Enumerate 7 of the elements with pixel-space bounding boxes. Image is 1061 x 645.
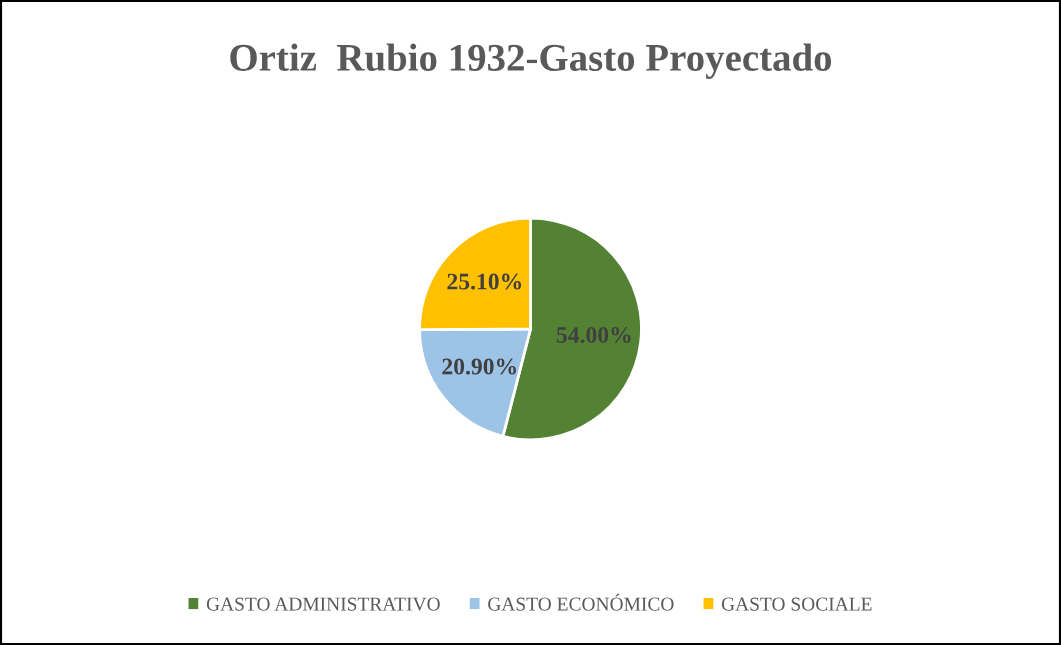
data-label: 54.00% [556, 326, 631, 344]
chart-title: Ortiz Rubio 1932-Gasto Proyectado [230, 43, 832, 79]
legend-label: GASTO SOCIALE [721, 597, 872, 611]
data-label: 25.10% [447, 273, 522, 290]
legend-label: GASTO ADMINISTRATIVO [206, 597, 440, 611]
data-label: 20.90% [442, 358, 516, 375]
legend-label: GASTO ECONÓMICO [488, 593, 674, 611]
